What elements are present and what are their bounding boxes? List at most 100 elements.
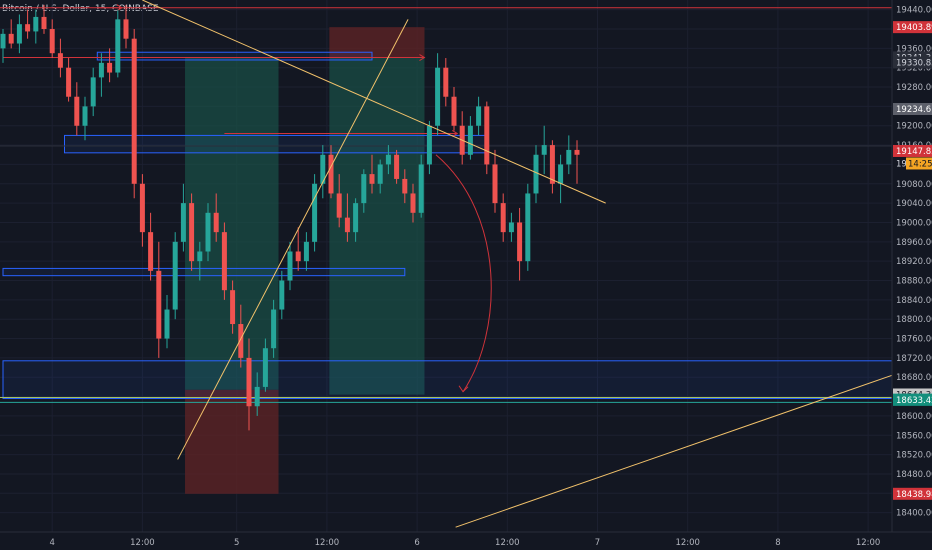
candle-body [426,125,432,165]
time-tick-label: 12:00 [315,538,340,548]
candle-body [369,174,375,184]
position-profit-zone [329,57,425,395]
candle-body [25,24,31,32]
candle-body [549,145,555,184]
candle-body [418,164,424,213]
candle-body [205,212,211,252]
candle-body [385,154,391,165]
time-axis-background [0,532,932,550]
candle-body [180,203,186,242]
candle-body [295,251,301,262]
price-tick-label: 18400.00 [896,509,932,519]
price-tag-background [893,21,932,34]
candle-body [271,309,277,349]
time-tick-label: 12:00 [675,538,700,548]
candle-body [377,164,383,184]
candle-body [246,357,252,407]
price-axis-background [892,0,932,550]
time-tick-label: 12:00 [130,538,155,548]
candle-body [410,193,416,213]
projection-arrowhead [458,385,469,393]
candle-body [484,106,490,165]
candle-body [476,106,482,126]
price-tick-label: 18880.00 [896,277,932,287]
candle-body [57,53,63,68]
candle-body [541,145,547,155]
support-resistance-zone [96,51,373,61]
price-tick-label: 19200.00 [896,122,932,132]
candle-body [41,16,47,30]
candle-body [500,203,506,233]
candle-body [262,348,268,387]
candle-body [402,178,408,194]
ray-arrowhead [419,54,426,61]
price-tag-label: 19330.85 [896,58,932,68]
projection-arc [435,154,492,393]
candle-body [394,154,400,179]
candle-body [508,222,514,233]
candle-body [443,67,449,97]
candle-body [115,19,121,73]
candle-body [435,67,441,126]
countdown-background [906,157,932,170]
price-tick-label: 18960.00 [896,238,932,248]
candle-body [189,203,195,262]
price-tag-label: 19147.83 [896,147,932,157]
price-tick-label: 19040.00 [896,199,932,209]
support-resistance-zone [2,267,406,277]
candle-body [533,154,539,194]
candle-body [328,154,334,194]
candle-body [312,183,318,242]
candle-body [139,183,145,233]
position-loss-zone [185,389,279,494]
time-tick-label: 6 [414,538,419,548]
candle-body [172,241,178,310]
candle-body [123,19,129,39]
time-tick-label: 8 [775,538,780,548]
candle-body [197,251,203,262]
candle-body [287,251,293,281]
price-tag-background [893,3,932,16]
candle-body [82,106,88,126]
candle-body [164,309,170,339]
candle-body [254,386,260,407]
last-price-prefix: 19 [896,159,907,169]
candle-body [107,62,113,73]
candle-body [0,33,6,49]
candle-body [238,324,244,358]
price-tag-background [893,487,932,500]
trend-line [142,0,606,204]
price-tick-label: 18720.00 [896,354,932,364]
candle-body [8,33,14,44]
ray-arrowhead [452,130,459,137]
price-tick-label: 19320.00 [896,64,932,74]
support-resistance-zone [64,134,488,154]
candle-body [33,16,39,32]
price-tick-label: 19360.00 [896,44,932,54]
candle-body [492,164,498,204]
candle-body [156,270,162,339]
price-tag-label: 19403.89 [896,23,932,33]
trend-line [177,19,409,460]
price-tick-label: 18760.00 [896,335,932,345]
time-tick-label: 4 [49,538,54,548]
candle-body [558,164,564,184]
candle-body [131,38,137,184]
price-tick-label: 18800.00 [896,315,932,325]
candle-body [148,232,154,271]
candle-body [320,154,326,184]
price-tag-background [893,393,932,406]
candle-body [574,149,580,155]
price-tick-label: 19000.00 [896,218,932,228]
candle-body [566,149,572,165]
time-tick-label: 5 [234,538,239,548]
price-tag-label: 19440.00 [896,6,932,16]
candle-body [230,290,236,325]
candle-body [467,125,473,155]
candle-body [66,67,72,97]
candle-body [353,203,359,233]
price-tick-label: 18840.00 [896,296,932,306]
candle-body [279,280,285,310]
price-tick-label: 18920.00 [896,257,932,267]
